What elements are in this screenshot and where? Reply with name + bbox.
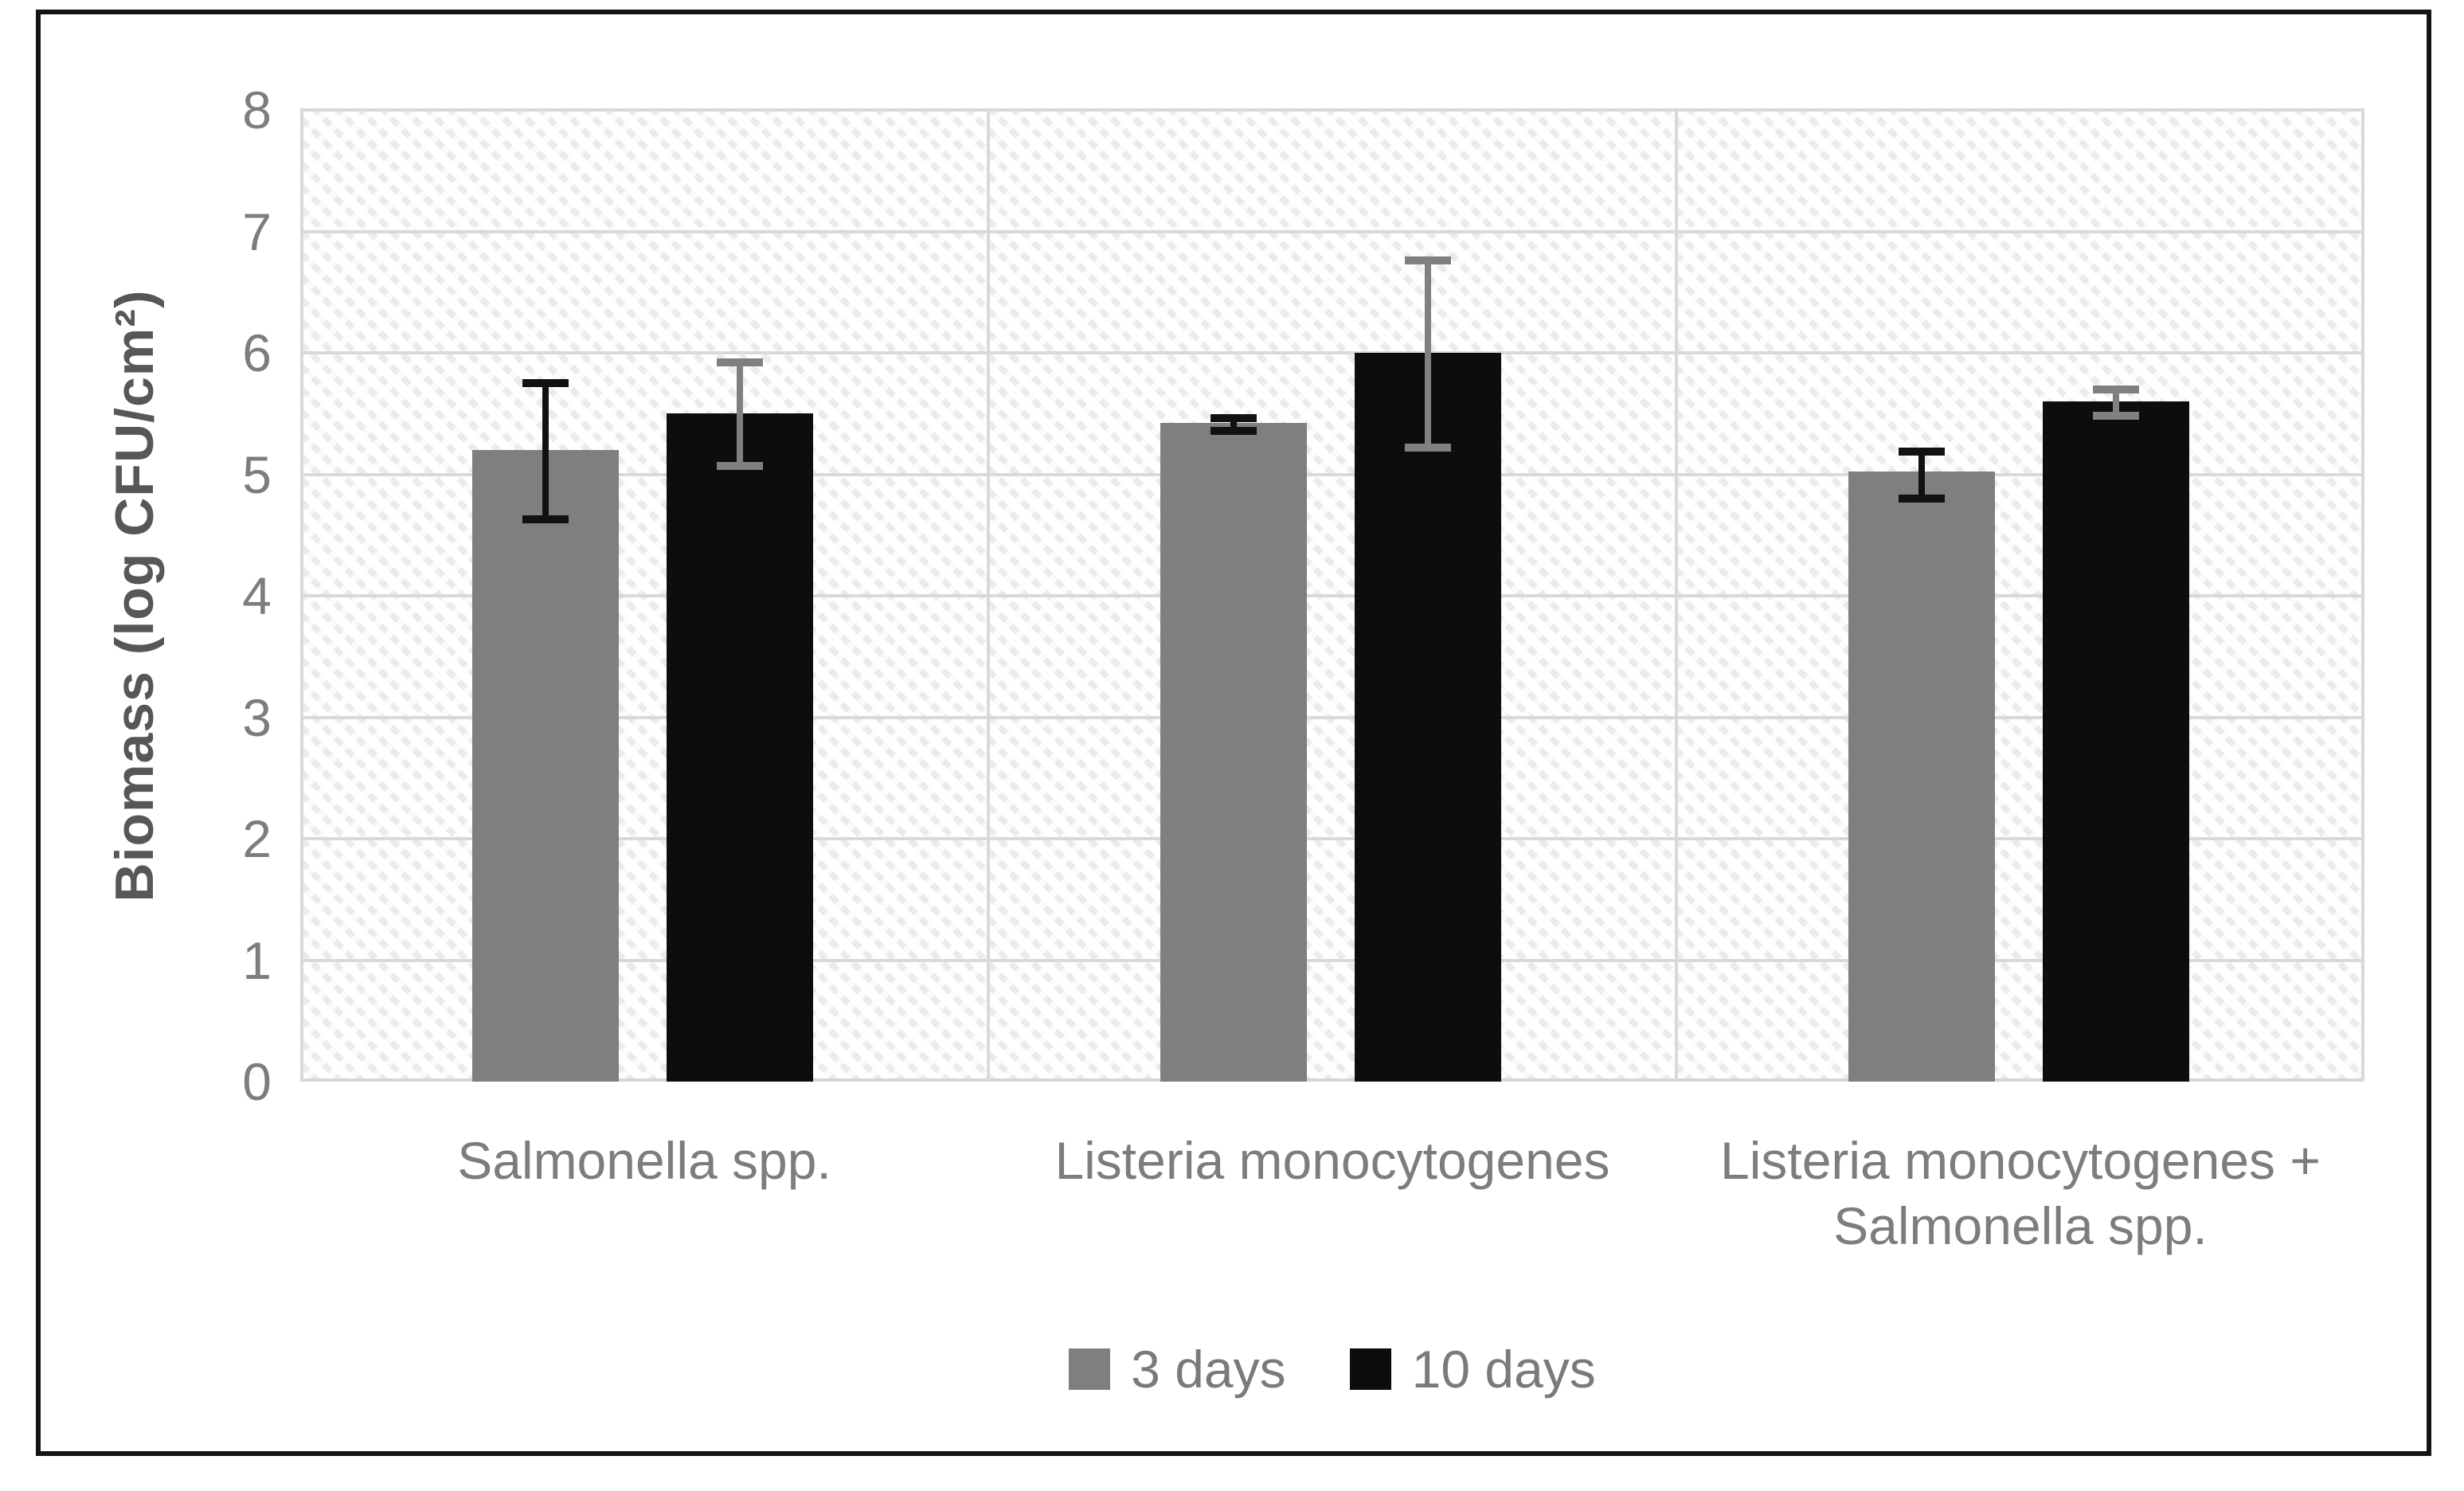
legend-swatch-3-days bbox=[1069, 1348, 1111, 1390]
legend-label: 3 days bbox=[1131, 1340, 1286, 1399]
gridline bbox=[300, 229, 2364, 233]
error-bar bbox=[736, 362, 743, 466]
error-bar-cap bbox=[2092, 385, 2139, 393]
error-bar bbox=[1918, 451, 1926, 499]
gridline bbox=[300, 351, 2364, 354]
error-bar-cap bbox=[1210, 414, 1257, 423]
x-category-cell: Listeria monocytogenes + Salmonella spp. bbox=[1676, 1128, 2364, 1258]
y-tick-label: 3 bbox=[242, 687, 272, 747]
error-bar bbox=[2112, 389, 2119, 417]
gridline bbox=[300, 837, 2364, 840]
legend: 3 days 10 days bbox=[300, 1343, 2364, 1395]
gridline bbox=[300, 958, 2364, 962]
x-axis-line bbox=[300, 1078, 2364, 1082]
legend-item: 10 days bbox=[1349, 1340, 1596, 1399]
x-category-cell: Salmonella spp. bbox=[300, 1128, 988, 1258]
bar-10-days-cat2 bbox=[1354, 353, 1501, 1082]
legend-item: 3 days bbox=[1069, 1340, 1286, 1399]
error-bar-cap bbox=[522, 515, 569, 523]
error-bar-cap bbox=[716, 461, 763, 470]
error-bar bbox=[1230, 418, 1238, 431]
x-category-cell: Listeria monocytogenes bbox=[988, 1128, 1676, 1258]
error-bar-cap bbox=[1899, 495, 1946, 503]
error-bar-cap bbox=[1899, 447, 1946, 456]
error-bar-cap bbox=[1404, 256, 1451, 265]
gridline bbox=[300, 715, 2364, 719]
y-tick-label: 8 bbox=[242, 80, 272, 139]
gridline bbox=[300, 472, 2364, 476]
category-separator bbox=[300, 110, 303, 1082]
error-bar-cap bbox=[1210, 426, 1257, 435]
error-bar-cap bbox=[522, 379, 569, 388]
x-category-label: Listeria monocytogenes bbox=[1054, 1131, 1610, 1190]
y-tick-label: 7 bbox=[242, 202, 272, 261]
error-bar-cap bbox=[1404, 443, 1451, 452]
category-separator bbox=[987, 110, 990, 1082]
bar-3-days-cat3 bbox=[1848, 472, 1996, 1082]
y-tick-label: 6 bbox=[242, 323, 272, 382]
legend-label: 10 days bbox=[1411, 1340, 1596, 1399]
plot-area bbox=[300, 108, 2364, 1082]
bar-3-days-cat1 bbox=[472, 450, 620, 1082]
x-axis-labels: Salmonella spp. Listeria monocytogenes L… bbox=[300, 1128, 2364, 1258]
y-tick-label: 0 bbox=[242, 1052, 272, 1111]
bar-10-days-cat3 bbox=[2042, 401, 2189, 1082]
gridline bbox=[300, 594, 2364, 597]
category-separator bbox=[2361, 110, 2364, 1082]
y-tick-label: 4 bbox=[242, 566, 272, 625]
error-bar bbox=[1424, 260, 1431, 448]
x-category-label: Listeria monocytogenes + Salmonella spp. bbox=[1719, 1131, 2321, 1255]
error-bar-cap bbox=[2092, 412, 2139, 421]
legend-swatch-10-days bbox=[1349, 1348, 1391, 1390]
bar-10-days-cat1 bbox=[666, 413, 813, 1082]
y-tick-label: 1 bbox=[242, 930, 272, 990]
gridline bbox=[300, 108, 2364, 112]
y-tick-label: 5 bbox=[242, 444, 272, 504]
category-separator bbox=[1675, 110, 1678, 1082]
bar-3-days-cat2 bbox=[1160, 423, 1308, 1082]
x-category-label: Salmonella spp. bbox=[457, 1131, 831, 1190]
y-tick-label: 2 bbox=[242, 809, 272, 868]
error-bar-cap bbox=[716, 358, 763, 367]
error-bar bbox=[542, 383, 550, 519]
